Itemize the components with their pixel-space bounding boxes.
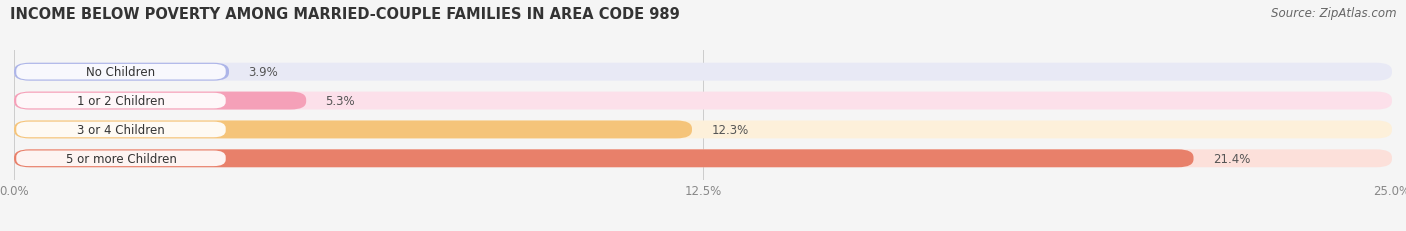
FancyBboxPatch shape: [14, 92, 307, 110]
Text: 1 or 2 Children: 1 or 2 Children: [77, 95, 165, 108]
FancyBboxPatch shape: [17, 93, 226, 109]
Text: Source: ZipAtlas.com: Source: ZipAtlas.com: [1271, 7, 1396, 20]
Text: INCOME BELOW POVERTY AMONG MARRIED-COUPLE FAMILIES IN AREA CODE 989: INCOME BELOW POVERTY AMONG MARRIED-COUPL…: [10, 7, 679, 22]
FancyBboxPatch shape: [14, 64, 1392, 81]
Text: 3.9%: 3.9%: [249, 66, 278, 79]
Text: 21.4%: 21.4%: [1213, 152, 1250, 165]
Text: 5.3%: 5.3%: [325, 95, 356, 108]
FancyBboxPatch shape: [14, 92, 1392, 110]
FancyBboxPatch shape: [14, 64, 229, 81]
FancyBboxPatch shape: [17, 65, 226, 80]
FancyBboxPatch shape: [14, 121, 692, 139]
FancyBboxPatch shape: [17, 151, 226, 166]
Text: 5 or more Children: 5 or more Children: [66, 152, 176, 165]
FancyBboxPatch shape: [17, 122, 226, 138]
FancyBboxPatch shape: [14, 121, 1392, 139]
Text: 3 or 4 Children: 3 or 4 Children: [77, 123, 165, 136]
FancyBboxPatch shape: [14, 150, 1194, 167]
Text: 12.3%: 12.3%: [711, 123, 748, 136]
Text: No Children: No Children: [86, 66, 156, 79]
FancyBboxPatch shape: [14, 150, 1392, 167]
